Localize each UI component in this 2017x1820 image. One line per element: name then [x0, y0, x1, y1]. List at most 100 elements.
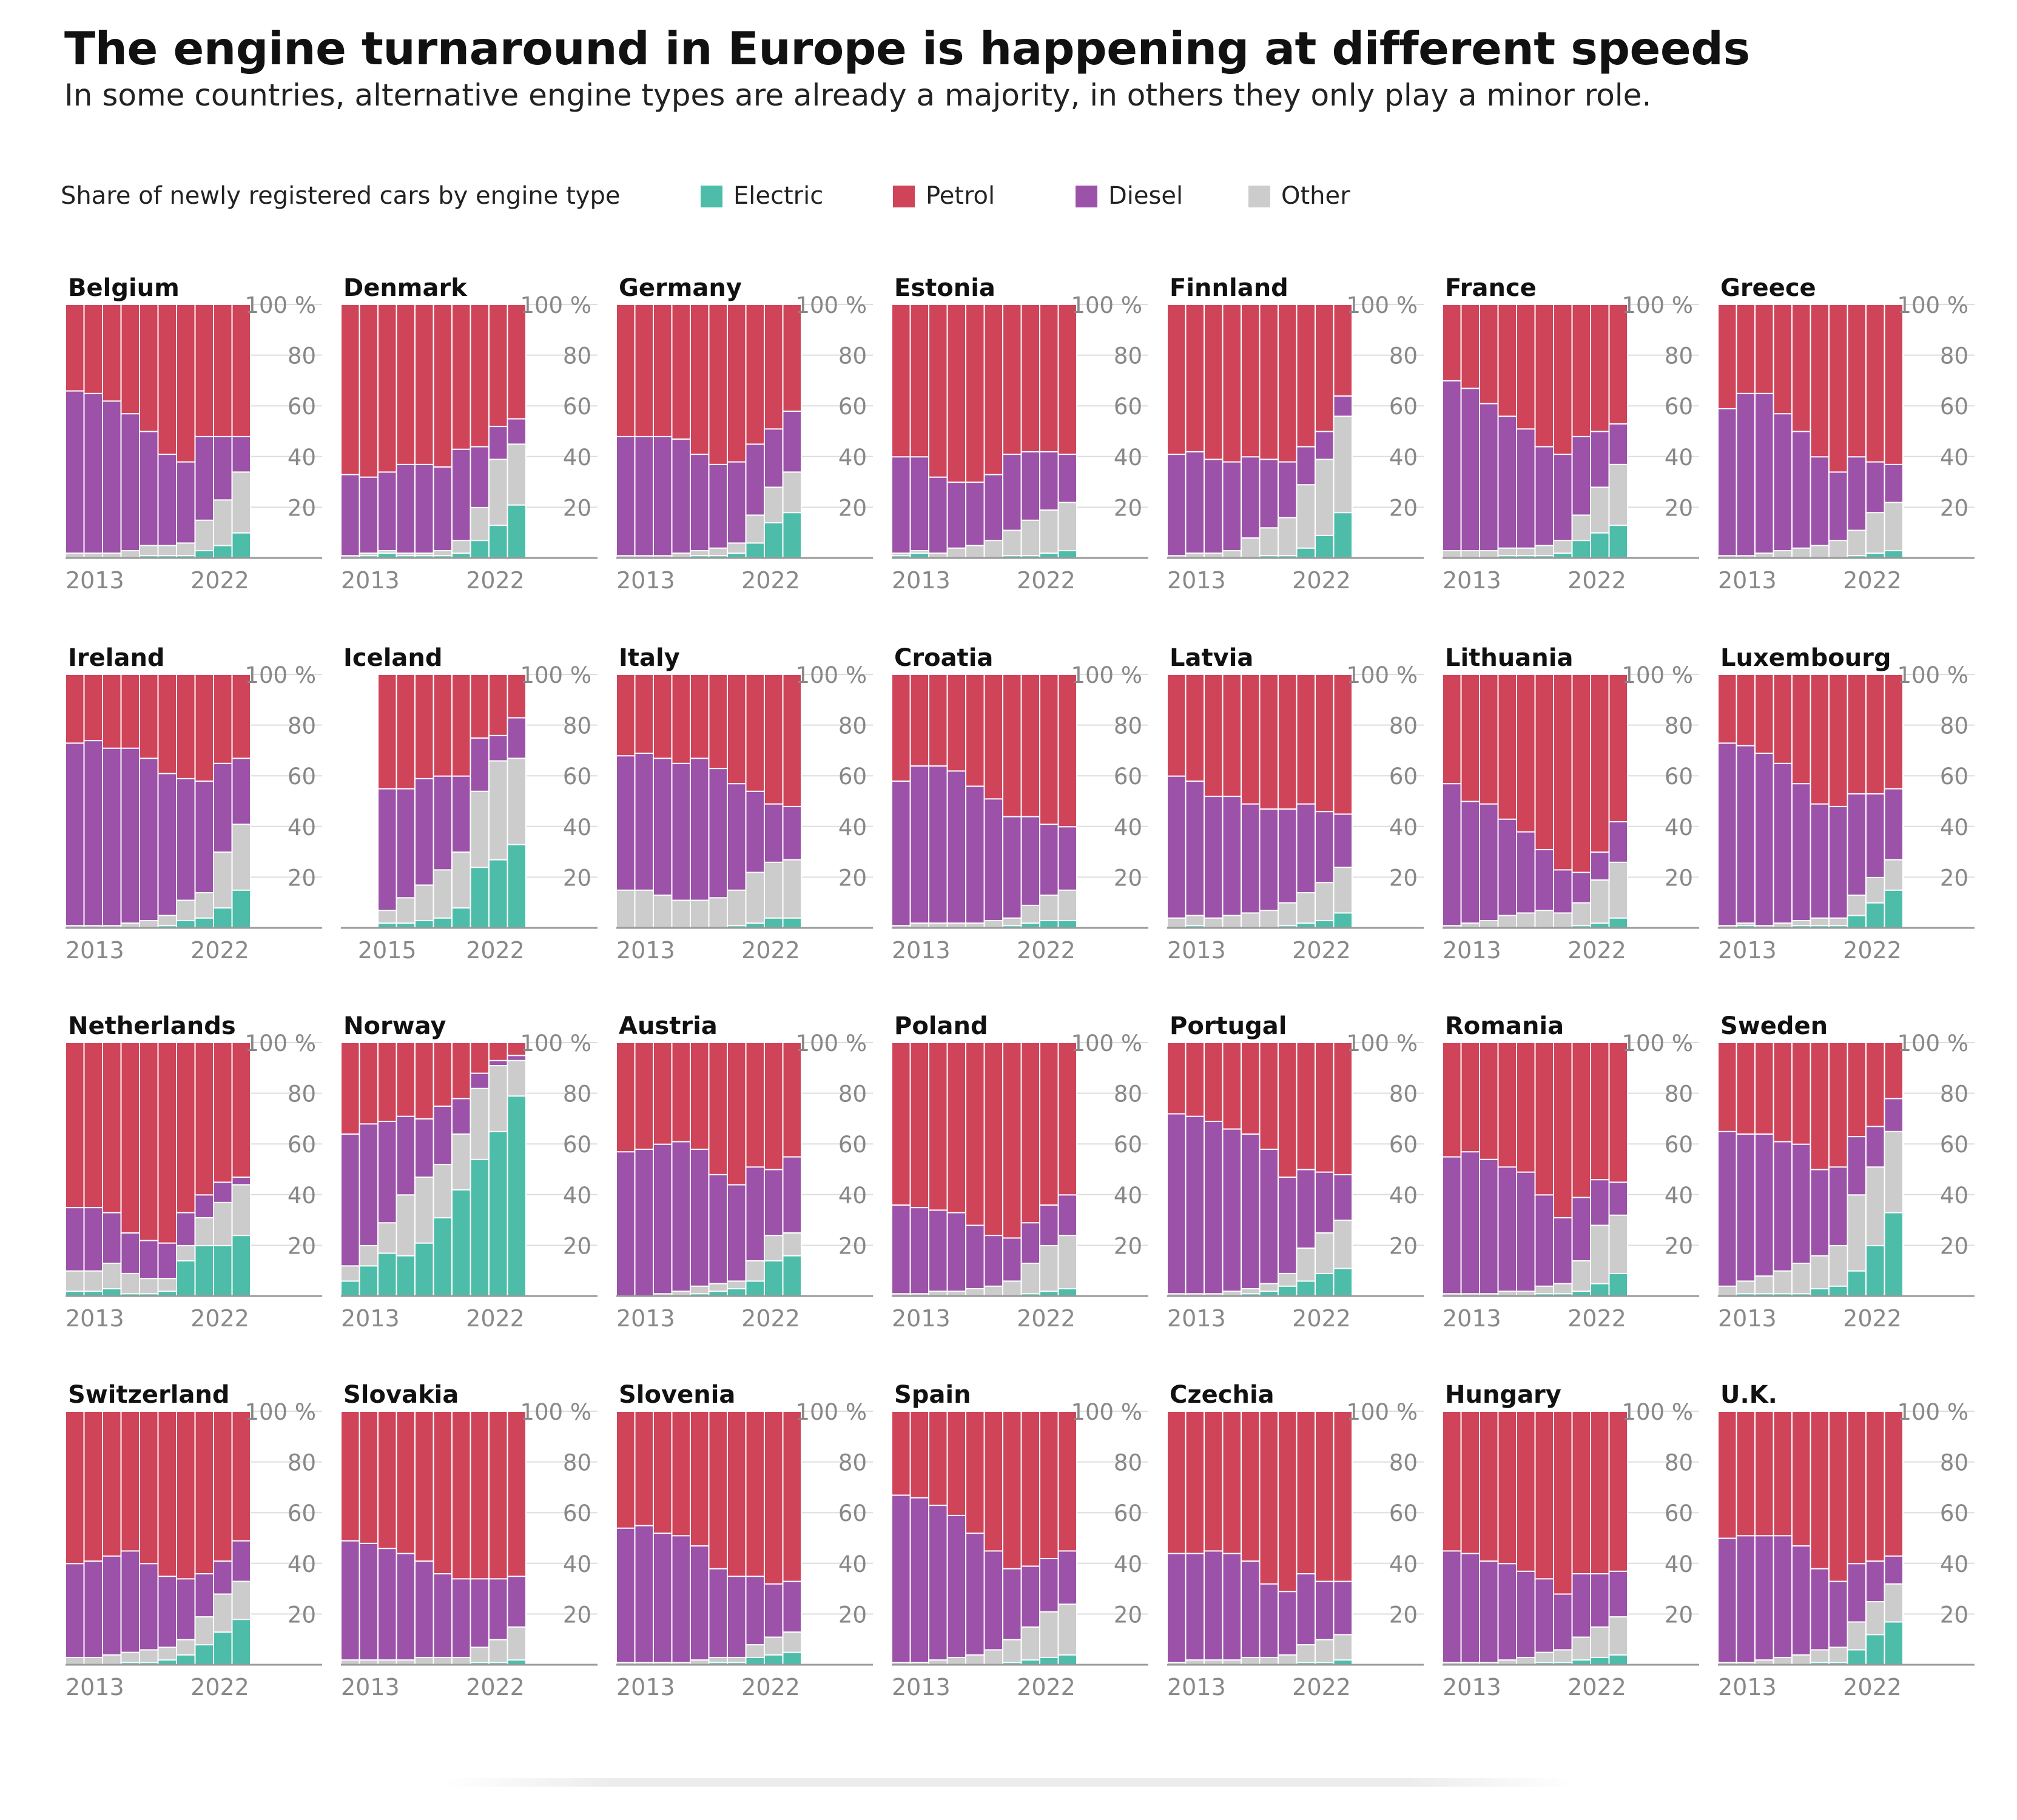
- bar-slovakia-2015-petrol: [377, 1411, 397, 1550]
- bar-sweden-2022-diesel: [1884, 1097, 1904, 1132]
- x-tick-label-end: 2022: [1843, 1305, 1902, 1332]
- bar-iceland-2022-diesel: [507, 717, 527, 759]
- bar-spain-2017-other: [965, 1654, 985, 1666]
- bar-switzerland-2017-other: [139, 1648, 159, 1664]
- bar-latvia-2019-other: [1278, 902, 1298, 927]
- y-tick-label: 80: [838, 713, 867, 739]
- panel-title-czechia: Czechia: [1170, 1381, 1275, 1409]
- bar-belgium-2014-diesel: [83, 392, 103, 554]
- bar-iceland-2021-electric: [488, 859, 508, 929]
- bar-belgium-2018-other: [157, 545, 177, 557]
- bar-latvia-2016-diesel: [1222, 795, 1242, 916]
- bar-finnland-2013-diesel: [1167, 453, 1187, 557]
- bar-finnland-2021-petrol: [1315, 304, 1335, 432]
- bar-denmark-2014-petrol: [359, 304, 379, 478]
- panel-title-latvia: Latvia: [1170, 644, 1253, 672]
- x-tick-label-start: 2013: [1443, 937, 1501, 964]
- bar-italy-2018-diesel: [708, 767, 728, 899]
- bar-greece-2019-other: [1828, 539, 1848, 559]
- bar-greece-2021-petrol: [1865, 304, 1885, 463]
- bar-austria-2022-electric: [782, 1255, 802, 1297]
- bar-italy-2022-diesel: [782, 805, 802, 861]
- bar-norway-2022-electric: [507, 1095, 527, 1297]
- bar-norway-2013-other: [340, 1264, 360, 1282]
- bar-ireland-2014-diesel: [83, 739, 103, 927]
- bar-switzerland-2021-diesel: [213, 1560, 233, 1595]
- bar-greece-2022-diesel: [1884, 463, 1904, 503]
- y-tick-label: 100 %: [1071, 292, 1142, 318]
- bar-poland-2021-other: [1039, 1244, 1059, 1292]
- y-tick-label: 20: [1114, 1233, 1142, 1259]
- bar-portugal-2015-diesel: [1204, 1120, 1224, 1295]
- bar-italy-2021-diesel: [764, 803, 784, 863]
- bar-italy-2014-petrol: [634, 674, 654, 754]
- bar-croatia-2013-petrol: [891, 674, 911, 782]
- panel-title-ireland: Ireland: [68, 644, 165, 672]
- bar-denmark-2019-diesel: [451, 448, 471, 542]
- bar-italy-2015-petrol: [653, 674, 673, 759]
- bar-portugal-2019-diesel: [1278, 1176, 1298, 1274]
- bar-greece-2013-diesel: [1717, 408, 1737, 557]
- y-tick-label: 40: [288, 814, 316, 841]
- bar-iceland-2017-petrol: [414, 674, 434, 779]
- y-tick-label: 100 %: [1621, 662, 1693, 688]
- bar-france-2016-other: [1497, 547, 1517, 557]
- bar-portugal-2020-electric: [1296, 1280, 1316, 1297]
- bar-slovenia-2021-electric: [764, 1654, 784, 1666]
- bar-germany-2019-other: [727, 542, 747, 554]
- x-tick-label-start: 2013: [1718, 567, 1777, 594]
- bar-belgium-2017-petrol: [139, 304, 159, 432]
- bar-spain-2017-petrol: [965, 1411, 985, 1534]
- bar-sweden-2019-other: [1828, 1244, 1848, 1287]
- chart-subtitle: In some countries, alternative engine ty…: [64, 78, 1652, 113]
- bar-slovenia-2022-diesel: [782, 1580, 802, 1633]
- bar-netherlands-2014-diesel: [83, 1206, 103, 1272]
- y-tick-label: 20: [563, 1233, 591, 1259]
- bar-portugal-2013-diesel: [1167, 1113, 1187, 1295]
- y-tick-label: 80: [1114, 1450, 1142, 1476]
- x-tick-label-end: 2022: [741, 567, 800, 594]
- bar-ireland-2021-petrol: [213, 674, 233, 764]
- panel-title-italy: Italy: [619, 644, 680, 672]
- x-tick-label-start: 2013: [892, 1674, 951, 1701]
- bar-latvia-2017-petrol: [1241, 674, 1261, 805]
- bar-sweden-2019-petrol: [1828, 1042, 1848, 1168]
- bar-uk-2018-other: [1810, 1648, 1830, 1664]
- bar-slovenia-2021-other: [764, 1636, 784, 1656]
- bar-netherlands-2013-other: [65, 1270, 85, 1292]
- x-tick-label-end: 2022: [1567, 1674, 1626, 1701]
- bar-latvia-2022-diesel: [1333, 813, 1353, 868]
- y-tick-label: 20: [563, 495, 591, 521]
- y-tick-label: 80: [288, 1081, 316, 1107]
- bar-spain-2021-other: [1039, 1611, 1059, 1658]
- y-tick-label: 100 %: [520, 1030, 591, 1056]
- bar-ireland-2014-petrol: [83, 674, 103, 742]
- bar-sweden-2022-other: [1884, 1130, 1904, 1214]
- bar-greece-2017-diesel: [1791, 431, 1811, 549]
- bar-poland-2016-petrol: [946, 1042, 966, 1214]
- bar-germany-2016-diesel: [671, 438, 691, 554]
- x-tick-label-start: 2013: [1718, 937, 1777, 964]
- y-tick-label: 100 %: [795, 662, 867, 688]
- bar-hungary-2014-diesel: [1460, 1553, 1480, 1664]
- bar-lithuania-2022-other: [1608, 861, 1628, 919]
- bar-norway-2019-other: [451, 1133, 471, 1190]
- bar-romania-2021-diesel: [1590, 1178, 1610, 1226]
- bar-lithuania-2022-diesel: [1608, 821, 1628, 863]
- y-tick-label: 80: [1940, 713, 1968, 739]
- bar-greece-2016-petrol: [1773, 304, 1793, 415]
- bar-czechia-2014-diesel: [1185, 1553, 1205, 1661]
- bar-hungary-2019-other: [1553, 1648, 1573, 1664]
- y-tick-label: 80: [1665, 713, 1693, 739]
- bar-hungary-2020-petrol: [1571, 1411, 1591, 1575]
- bar-romania-2020-diesel: [1571, 1196, 1591, 1261]
- panel-uk: U.K. 20 40 60 80 100 % 2013 2022: [1717, 1381, 1975, 1701]
- bar-netherlands-2013-diesel: [65, 1206, 85, 1272]
- bar-belgium-2014-petrol: [83, 304, 103, 394]
- bar-finnland-2017-other: [1241, 537, 1261, 559]
- panel-title-austria: Austria: [619, 1012, 718, 1040]
- y-tick-label: 20: [1940, 865, 1968, 891]
- bar-uk-2022-diesel: [1884, 1555, 1904, 1585]
- bar-spain-2016-petrol: [946, 1411, 966, 1516]
- bar-switzerland-2019-petrol: [176, 1411, 196, 1580]
